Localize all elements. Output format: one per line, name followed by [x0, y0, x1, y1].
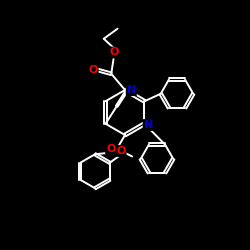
Text: O: O	[109, 48, 118, 58]
Text: N: N	[144, 120, 153, 130]
Text: N: N	[127, 85, 136, 95]
Text: O: O	[106, 144, 116, 154]
Text: O: O	[88, 65, 98, 75]
Text: O: O	[116, 146, 126, 156]
